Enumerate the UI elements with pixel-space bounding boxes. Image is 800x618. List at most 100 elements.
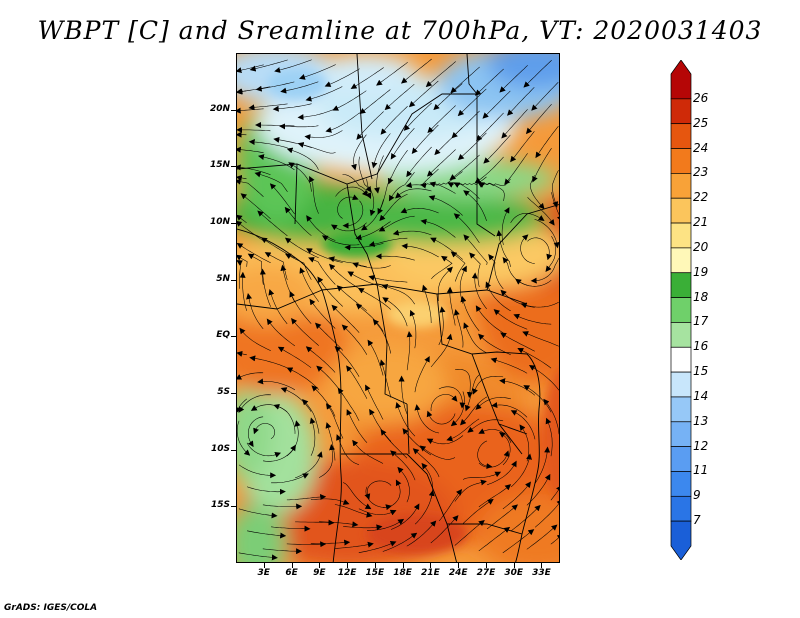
streamline <box>525 104 552 135</box>
streamline <box>527 197 555 226</box>
streamline <box>346 409 368 443</box>
streamline <box>392 229 432 236</box>
streamline <box>430 515 459 544</box>
streamline <box>257 210 288 237</box>
lon-tick <box>541 563 543 568</box>
streamline <box>428 195 463 216</box>
streamline <box>499 378 536 396</box>
streamline <box>500 289 535 308</box>
streamline <box>438 386 466 409</box>
streamline <box>446 286 456 326</box>
streamline <box>309 417 316 456</box>
streamline <box>475 305 504 334</box>
streamline <box>254 171 288 193</box>
streamline <box>502 529 535 554</box>
lat-tick <box>231 109 236 111</box>
streamline <box>462 498 494 524</box>
streamline <box>286 147 319 170</box>
streamline <box>295 519 335 526</box>
streamline <box>325 403 344 439</box>
streamline <box>305 346 336 373</box>
streamline <box>457 132 487 161</box>
streamline <box>237 420 251 456</box>
colorbar-label-17: 17 <box>693 314 709 329</box>
streamline <box>308 257 336 285</box>
streamline <box>454 520 485 546</box>
colorbar <box>670 60 692 560</box>
streamline <box>382 479 402 508</box>
lat-tick <box>231 506 236 508</box>
streamline <box>337 194 359 219</box>
streamline <box>238 464 277 479</box>
streamline <box>273 404 296 434</box>
colorbar-segment <box>670 446 692 472</box>
streamline <box>430 237 463 260</box>
streamline <box>246 293 264 329</box>
streamline <box>379 193 408 222</box>
streamline <box>450 391 465 427</box>
streamline <box>496 230 511 267</box>
streamline <box>332 90 367 111</box>
streamline <box>414 355 430 393</box>
streamline <box>471 272 487 310</box>
streamline <box>351 134 367 171</box>
streamline <box>366 178 376 217</box>
streamline <box>274 59 312 73</box>
colorbar-label-11: 11 <box>693 463 709 478</box>
streamline <box>408 80 439 108</box>
streamline <box>529 175 545 210</box>
streamline <box>419 445 456 460</box>
colorbar-segment <box>670 98 692 125</box>
streamline <box>478 428 512 444</box>
streamline <box>247 486 286 495</box>
streamline <box>262 444 296 462</box>
colorbar-segment <box>670 123 692 149</box>
colorbar-segment <box>670 421 692 447</box>
streamline <box>460 396 488 426</box>
streamline <box>550 534 559 545</box>
streamline <box>380 429 408 459</box>
lon-tick <box>374 563 376 568</box>
streamline <box>463 190 487 221</box>
lat-label-eq: EQ <box>216 330 230 341</box>
streamline <box>284 206 312 236</box>
streamline <box>262 503 303 510</box>
streamline <box>420 182 456 194</box>
streamline <box>517 348 552 369</box>
streamline <box>359 89 391 115</box>
streamline <box>507 87 535 116</box>
lon-label-18e: 18E <box>393 568 412 578</box>
streamline <box>474 68 504 96</box>
streamline <box>438 306 446 346</box>
colorbar-label-20: 20 <box>693 239 709 254</box>
streamline <box>367 339 384 376</box>
streamline <box>249 355 288 369</box>
streamline <box>460 295 480 332</box>
streamline <box>365 384 384 420</box>
streamline <box>390 503 420 530</box>
streamline <box>472 376 504 395</box>
streamline <box>317 276 343 307</box>
streamline <box>246 442 282 458</box>
streamline <box>551 192 559 222</box>
streamline <box>430 333 453 368</box>
streamline <box>324 68 360 87</box>
streamline <box>247 416 264 448</box>
streamline <box>412 448 440 478</box>
streamline <box>400 58 432 84</box>
streamline <box>463 322 487 354</box>
streamline <box>344 243 384 251</box>
streamline <box>237 220 264 242</box>
streamline <box>237 126 271 133</box>
streamline <box>474 156 504 184</box>
lon-label-6e: 6E <box>285 568 298 578</box>
streamline <box>453 309 464 348</box>
lat-tick <box>231 166 236 168</box>
lon-tick <box>319 563 321 568</box>
streamline <box>334 504 373 518</box>
streamline <box>434 127 463 156</box>
streamline <box>543 398 559 435</box>
lon-tick <box>263 563 265 568</box>
streamline <box>238 552 278 561</box>
streamline <box>401 243 439 258</box>
